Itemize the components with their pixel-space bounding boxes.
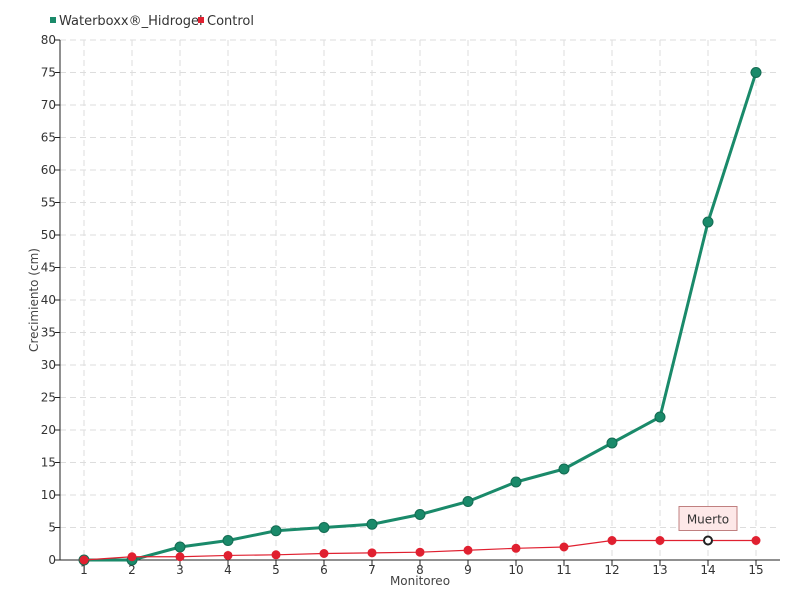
x-axis-title: Monitoreo [390,574,450,588]
y-tick-labels: 0 5 10 15 20 25 30 35 40 45 50 55 60 65 70 75 80 [41,33,56,567]
data-point[interactable] [750,67,762,78]
x-tick-label: 6 [320,563,328,577]
data-point[interactable] [319,549,329,558]
annotation-label: Muerto [678,506,738,531]
y-tick-label: 45 [41,261,56,275]
y-tick-label: 35 [41,326,56,340]
data-point[interactable] [606,437,618,449]
axes [55,39,780,566]
data-point[interactable] [271,550,281,560]
y-axis-title: Crecimiento (cm) [27,248,41,352]
data-point[interactable] [270,525,282,537]
annotations: Muerto [678,506,738,531]
data-point[interactable] [367,548,377,558]
y-tick-label: 20 [41,423,56,437]
data-point[interactable] [366,518,378,530]
y-tick-label: 25 [41,391,56,405]
grid-lines [60,39,780,560]
x-tick-label: 2 [128,563,136,577]
x-tick-label: 3 [176,563,184,577]
y-tick-label: 55 [41,196,56,210]
annotation-box [678,506,738,531]
data-point[interactable] [559,542,569,552]
x-tick-label: 14 [700,563,715,577]
y-tick-label: 60 [41,163,56,177]
data-point[interactable] [222,535,234,546]
legend-label-control[interactable]: Control [207,14,254,29]
y-tick-label: 30 [41,358,56,372]
data-point[interactable] [79,555,89,565]
data-point[interactable] [607,536,617,545]
data-point[interactable] [175,552,185,562]
x-tick-label: 4 [224,563,232,577]
data-point[interactable] [702,216,714,228]
x-tick-label: 13 [652,563,667,577]
x-tick-label: 12 [604,563,619,577]
y-tick-label: 50 [41,228,56,242]
x-tick-label: 11 [556,563,571,577]
data-point[interactable] [223,550,233,560]
y-tick-label: 75 [41,66,56,80]
y-tick-label: 40 [41,293,56,307]
legend-marker-waterboxx [50,17,56,23]
x-tick-label: 8 [416,563,424,577]
y-tick-label: 15 [41,456,56,470]
x-tick-labels: 1 2 3 4 5 6 7 8 9 10 11 12 13 14 15 [80,563,763,577]
data-point[interactable] [127,552,137,562]
data-point[interactable] [174,541,186,553]
y-tick-label: 5 [48,521,56,535]
y-tick-label: 65 [41,131,56,145]
x-tick-label: 10 [508,563,523,577]
x-tick-label: 5 [272,563,280,577]
data-point[interactable] [510,476,522,488]
data-point[interactable] [318,522,330,533]
data-point[interactable] [511,543,521,553]
data-point[interactable] [415,547,425,557]
data-point[interactable] [751,536,761,545]
data-point[interactable] [462,496,474,507]
y-tick-label: 10 [41,488,56,502]
data-point[interactable] [655,536,665,545]
y-tick-label: 70 [41,98,56,112]
data-point[interactable] [463,545,473,555]
y-tick-label: 80 [41,33,56,47]
data-point[interactable] [654,411,666,423]
y-tick-label: 0 [48,553,56,567]
x-tick-label: 1 [80,563,88,577]
legend[interactable]: Waterboxx®_Hidrogel Control [50,14,254,29]
data-point[interactable] [703,535,713,546]
x-tick-label: 15 [748,563,763,577]
annotation-text: Muerto [687,513,729,527]
x-tick-label: 7 [368,563,376,577]
legend-label-waterboxx[interactable]: Waterboxx®_Hidrogel [59,14,203,29]
legend-marker-control [198,17,204,23]
series-control [79,535,761,565]
x-tick-label: 9 [464,563,472,577]
data-point[interactable] [558,463,570,475]
data-point[interactable] [414,509,426,520]
series [78,67,762,566]
